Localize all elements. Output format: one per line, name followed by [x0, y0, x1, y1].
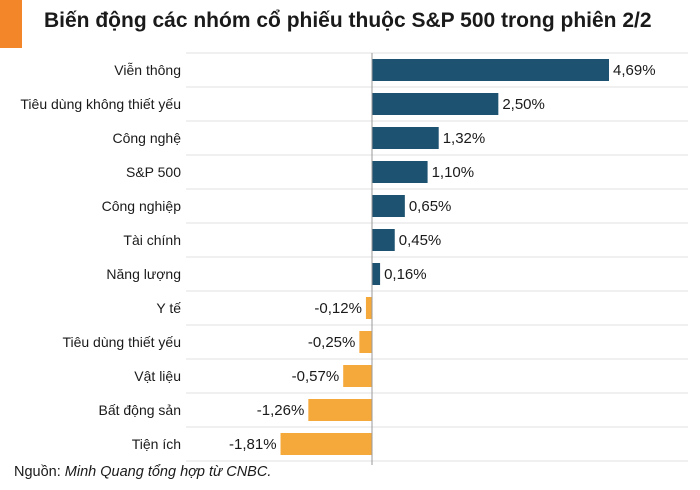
category-label: Tiêu dùng không thiết yếu	[20, 96, 181, 112]
data-label: 0,65%	[409, 198, 452, 215]
data-label: 1,32%	[443, 130, 486, 147]
bar	[372, 93, 499, 115]
source-prefix: Nguồn:	[14, 464, 65, 480]
bar	[308, 399, 372, 421]
bar	[372, 59, 609, 81]
source-note: Nguồn: Minh Quang tổng hợp từ CNBC.	[14, 464, 271, 480]
bar	[359, 331, 372, 353]
data-label: -0,12%	[314, 300, 362, 317]
category-label: Tiện ích	[132, 436, 181, 452]
bar	[372, 229, 395, 251]
data-label: -1,81%	[229, 436, 277, 453]
bar	[280, 433, 372, 455]
category-label: Năng lượng	[106, 266, 181, 282]
bar	[372, 161, 428, 183]
bar	[372, 127, 439, 149]
category-label: Viễn thông	[114, 62, 181, 78]
accent-bar	[0, 0, 22, 48]
category-label: Tài chính	[123, 232, 181, 248]
category-label: Công nghệ	[112, 130, 181, 146]
category-label: Vật liệu	[134, 368, 181, 384]
bar	[343, 365, 372, 387]
data-label: -0,57%	[292, 368, 340, 385]
category-label: S&P 500	[126, 164, 181, 180]
data-label: 1,10%	[432, 164, 475, 181]
bar	[365, 297, 372, 319]
data-label: 0,16%	[384, 266, 427, 283]
category-label: Tiêu dùng thiết yếu	[62, 334, 181, 350]
bar	[372, 195, 405, 217]
data-label: 2,50%	[502, 96, 545, 113]
chart-title: Biến động các nhóm cổ phiếu thuộc S&P 50…	[44, 9, 652, 32]
data-label: -0,25%	[308, 334, 356, 351]
data-label: 4,69%	[613, 62, 656, 79]
data-label: -1,26%	[257, 402, 305, 419]
bar	[372, 263, 381, 285]
category-label: Y tế	[156, 300, 181, 316]
category-label: Bất động sản	[98, 402, 181, 418]
data-label: 0,45%	[399, 232, 442, 249]
category-label: Công nghiệp	[102, 198, 182, 214]
source-text: Minh Quang tổng hợp từ CNBC.	[64, 464, 272, 480]
